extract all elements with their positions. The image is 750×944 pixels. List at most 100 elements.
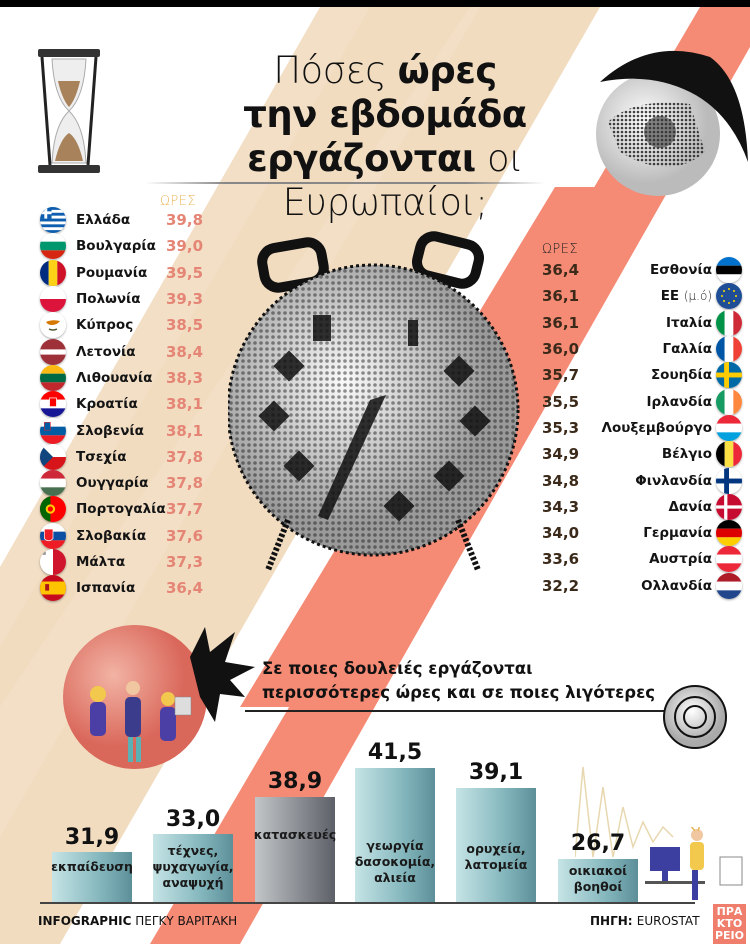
zigzag-line-decoration	[575, 766, 674, 858]
country-name: Μάλτα	[76, 554, 126, 570]
page-title: Πόσες ώρες την εβδομάδα εργάζονται οι Ευ…	[200, 49, 570, 225]
hours-value: 38,5	[166, 316, 204, 335]
subtitle-divider	[245, 710, 665, 712]
country-label: Δανία	[668, 498, 712, 515]
bar-value: 26,7	[570, 831, 626, 856]
logo-line: ΠΡΑ	[716, 905, 743, 918]
bar-value: 38,9	[267, 769, 323, 794]
bar-label: τέχνες, ψυχαγωγία, αναψυχή	[152, 843, 234, 890]
hourglass-icon	[38, 49, 100, 173]
romania-flag-icon	[40, 259, 66, 286]
right-hours-header: ΩΡΕΣ	[542, 242, 579, 257]
country-name: Σλοβακία	[76, 527, 147, 544]
eye-illustration-icon	[596, 50, 748, 196]
source-label: ΠΗΓΗ:	[590, 914, 637, 928]
hours-value: 34,9	[542, 445, 580, 464]
czechia-flag-icon	[40, 443, 66, 470]
hours-value: 39,8	[166, 211, 204, 230]
list-item: 35,3 Λουξεμβούργο	[542, 414, 742, 441]
hours-value: 38,3	[166, 368, 204, 387]
country-name: Ιταλία	[600, 315, 712, 331]
average-note: (μ.ό)	[683, 289, 712, 304]
poland-flag-icon	[40, 286, 66, 313]
hours-value: 37,3	[166, 553, 204, 571]
occupation-bar-chart	[52, 768, 638, 902]
title-line3-bold: εργάζονται	[247, 137, 476, 180]
hours-value: 32,2	[542, 576, 580, 595]
country-name: Ελλάδα	[76, 212, 131, 229]
spain-flag-icon	[40, 575, 66, 602]
praktoreio-logo: ΠΡΑ ΚΤΟ ΡΕΙΟ	[713, 904, 746, 944]
bar-value: 41,5	[367, 740, 423, 765]
country-name: Ισπανία	[76, 580, 136, 597]
bar-value: 33,0	[165, 807, 221, 832]
country-label: Γαλλία	[662, 341, 713, 358]
country-name: Γερμανία	[600, 525, 712, 541]
hungary-flag-icon	[40, 470, 66, 497]
hours-value: 35,5	[542, 392, 580, 411]
list-item: 34,0 Γερμανία	[542, 520, 742, 547]
source-credit: ΠΗΓΗ: EUROSTAT	[590, 914, 700, 928]
country-name: Αυστρία	[600, 551, 712, 567]
list-item: Σλοβακία 37,6	[40, 522, 216, 549]
bar-label: εκπαίδευση	[51, 859, 133, 874]
estonia-flag-icon	[716, 257, 742, 284]
country-label: ΕΕ	[660, 288, 684, 305]
hours-value: 34,3	[542, 497, 580, 516]
hours-value: 34,0	[542, 524, 580, 543]
country-label: Αυστρία	[649, 551, 712, 568]
portugal-flag-icon	[40, 496, 66, 523]
list-item: 36,1 ΕΕ (μ.ό)	[542, 283, 742, 310]
country-label: Εσθονία	[649, 262, 712, 279]
eu-flag-icon	[716, 283, 742, 310]
left-country-list: Ελλάδα 39,8 Βουλγαρία 39,0 Ρουμανία 39,5…	[40, 207, 216, 602]
hours-value: 37,8	[166, 447, 204, 466]
country-label: Ιταλία	[666, 314, 712, 331]
slovakia-flag-icon	[40, 522, 66, 549]
lithuania-flag-icon	[40, 364, 66, 391]
desk-worker-illustration-icon	[645, 827, 743, 900]
country-name: Ολλανδία	[600, 578, 712, 594]
country-name: Λετονία	[76, 343, 136, 360]
hours-value: 37,7	[166, 500, 204, 519]
hours-value: 38,1	[166, 421, 204, 440]
credit-label: INFOGRAPHIC	[38, 914, 132, 928]
left-hours-header: ΩΡΕΣ	[160, 194, 197, 209]
chart-baseline	[40, 902, 695, 904]
hours-value: 38,4	[166, 342, 204, 361]
list-item: 33,6 Αυστρία	[542, 546, 742, 573]
title-line1-bold: ώρες	[397, 49, 498, 92]
country-name: Κροατία	[76, 396, 138, 413]
list-item: Σλοβενία 38,1	[40, 417, 216, 444]
luxembourg-flag-icon	[716, 414, 742, 441]
hours-value: 36,4	[542, 261, 580, 280]
bar-label: γεωργία δασοκομία, αλιεία	[354, 838, 436, 885]
hours-value: 39,0	[166, 237, 204, 256]
hours-value: 38,1	[166, 395, 204, 414]
title-line2: την εβδομάδα	[243, 93, 527, 136]
hours-value: 34,8	[542, 471, 580, 490]
subtitle-line2: περισσότερες ώρες και σε ποιες λιγότερες	[262, 683, 656, 702]
bar-value: 31,9	[64, 825, 120, 850]
country-name: ΕΕ (μ.ό)	[600, 288, 712, 304]
hours-value: 36,1	[542, 287, 580, 306]
country-name: Ουγγαρία	[76, 475, 149, 492]
bar-label: οικιακοί βοηθοί	[568, 863, 628, 894]
country-label: Ιρλανδία	[646, 393, 712, 410]
germany-flag-icon	[716, 520, 742, 547]
hours-value: 35,7	[542, 366, 580, 385]
hours-value: 37,6	[166, 526, 204, 545]
country-label: Γερμανία	[643, 525, 712, 542]
country-label: Φινλανδία	[635, 472, 712, 489]
latvia-flag-icon	[40, 338, 66, 365]
list-item: Πορτογαλία 37,7	[40, 496, 216, 523]
country-name: Δανία	[600, 499, 712, 515]
country-label: Σουηδία	[650, 367, 712, 384]
ireland-flag-icon	[716, 388, 742, 415]
cyprus-flag-icon	[40, 312, 66, 339]
bar-label: κατασκευές	[253, 827, 337, 842]
country-name: Τσεχία	[76, 448, 127, 465]
list-item: Πολωνία 39,3	[40, 286, 216, 313]
bulgaria-flag-icon	[40, 233, 66, 260]
alarm-clock-illustration-icon	[228, 231, 520, 572]
